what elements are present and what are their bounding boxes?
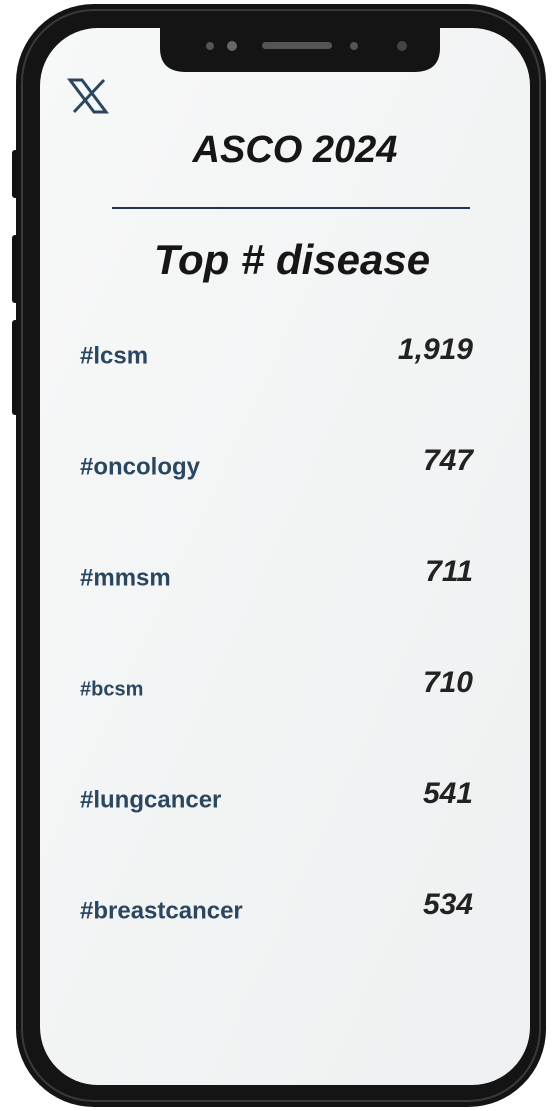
hashtag: #bcsm bbox=[80, 678, 143, 700]
notch bbox=[160, 28, 440, 72]
screen bbox=[40, 28, 530, 1085]
hashtag: #lcsm bbox=[80, 342, 148, 369]
camera bbox=[227, 41, 237, 51]
count: 1,919 bbox=[398, 333, 473, 366]
sensor bbox=[350, 42, 358, 50]
rows: #lcsm 1,919 #oncology 747 #mmsm 711 #bcsm 710 #l… bbox=[80, 333, 474, 924]
x-logo bbox=[67, 78, 109, 114]
title: ASCO 2024 bbox=[192, 129, 398, 171]
sensor bbox=[397, 41, 407, 51]
sensor bbox=[206, 42, 214, 50]
count: 747 bbox=[423, 444, 474, 477]
count: 534 bbox=[423, 888, 473, 921]
hashtag: #mmsm bbox=[80, 564, 171, 591]
count: 541 bbox=[423, 777, 473, 810]
count: 710 bbox=[423, 666, 473, 699]
hashtag: #lungcancer bbox=[80, 786, 221, 813]
phone-edge bbox=[21, 9, 541, 1102]
speaker bbox=[262, 42, 332, 49]
hashtag: #oncology bbox=[80, 453, 201, 480]
hashtag: #breastcancer bbox=[80, 897, 243, 924]
count: 711 bbox=[425, 555, 473, 588]
subtitle: Top # disease bbox=[154, 236, 430, 283]
